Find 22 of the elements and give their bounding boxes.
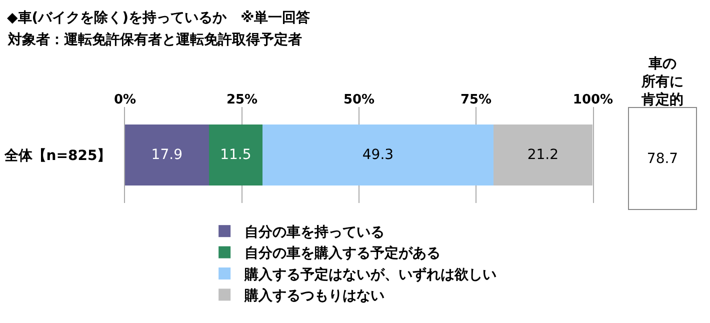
x-tick-label: 0% (114, 92, 136, 108)
bar (208, 124, 263, 186)
x-tick-label: 100% (572, 92, 614, 108)
data-label: 49.3 (362, 147, 394, 163)
x-tick-label: 75% (460, 92, 492, 108)
legend-label: 自分の車を持っている (244, 224, 385, 241)
x-tick-label: 25% (226, 92, 258, 108)
y-tick-label: 全体【n=825】 (3, 148, 112, 164)
chart-subtitle: 対象者：運転免許保有者と運転免許取得予定者 (7, 31, 302, 48)
chart-title: ◆車(バイクを除く)を持っているか ※単一回答 (7, 10, 310, 26)
legend-label: 購入するつもりはない (244, 288, 385, 304)
data-label: 21.2 (527, 147, 559, 163)
value-box: 78.7 (628, 107, 697, 210)
bar (493, 124, 593, 186)
text: 車の所有に肯定的 (640, 55, 684, 109)
legend-label: 購入する予定はないが、いずれは欲しい (244, 266, 497, 283)
legend-label: 自分の車を購入する予定がある (244, 244, 441, 262)
bar (262, 124, 494, 186)
data-label: 17.9 (151, 147, 182, 163)
bar (125, 124, 209, 186)
x-tick-label: 50% (343, 92, 375, 108)
data-label: 11.5 (220, 147, 252, 163)
